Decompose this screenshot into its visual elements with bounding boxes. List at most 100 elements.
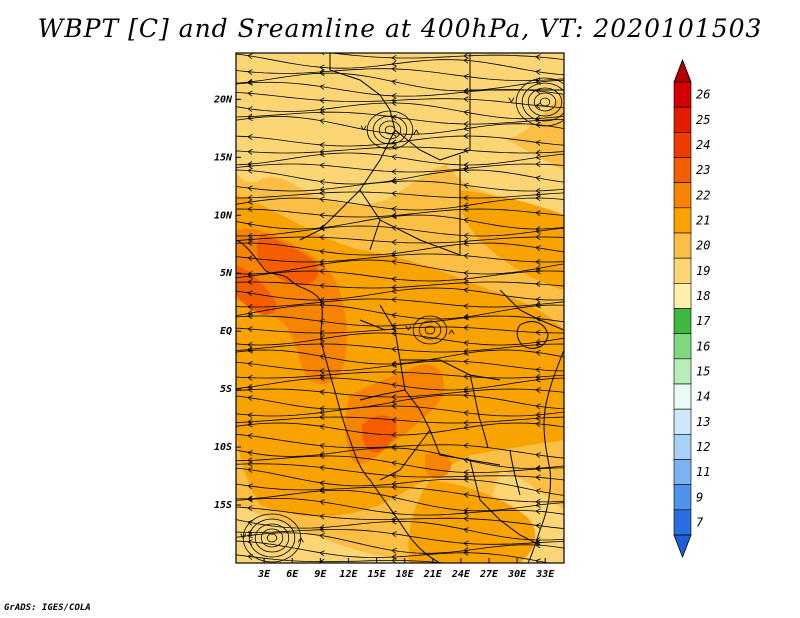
colorbar-level-label: 14: [696, 390, 710, 404]
streamline-arrow: [508, 97, 515, 103]
colorbar-bottom-arrow: [673, 534, 692, 559]
streamline-arrow: [247, 421, 253, 428]
streamline-arrow: [535, 245, 541, 252]
streamline: [236, 287, 564, 301]
colorbar-level-label: 11: [696, 465, 710, 479]
streamline-arrow: [463, 206, 469, 213]
lon-tick-label: 24E: [451, 569, 471, 580]
streamline-arrow: [463, 469, 469, 476]
streamline-arrow: [248, 45, 252, 50]
colorbar-level-label: 23: [696, 163, 710, 177]
streamline-arrow: [463, 232, 469, 239]
streamline-arrow: [247, 53, 253, 60]
streamline-arrow: [463, 424, 469, 431]
streamline-arrow: [463, 549, 469, 556]
streamline: [236, 191, 564, 199]
colorbar-level-label: 15: [696, 364, 710, 378]
streamline-arrow: [391, 79, 397, 85]
streamline-arrow: [319, 186, 325, 193]
streamline-arrow: [247, 457, 253, 464]
streamline-arrow: [535, 191, 541, 198]
colorbar-level-label: 7: [696, 515, 704, 529]
streamline-arrow: [391, 362, 397, 368]
streamline-arrow: [463, 270, 469, 277]
streamline-arrow: [391, 548, 397, 554]
streamline-arrow: [391, 178, 397, 185]
streamline-arrow: [391, 531, 397, 538]
streamline-arrow: [391, 346, 397, 353]
streamline-arrow: [319, 196, 325, 203]
streamline-arrow: [391, 403, 397, 410]
streamline-arrow: [391, 213, 397, 220]
streamline-arrow: [391, 472, 397, 479]
streamline-arrow: [463, 182, 469, 189]
streamline-arrow: [535, 102, 541, 109]
streamline: [236, 455, 564, 473]
streamline-arrow: [391, 284, 397, 291]
streamline: [236, 349, 564, 365]
streamline: [236, 169, 564, 185]
streamline-arrow: [319, 414, 325, 421]
colorbar-level-label: 26: [696, 88, 710, 102]
lon-tick-label: 15E: [368, 569, 387, 580]
colorbar-level-label: 16: [696, 339, 710, 353]
streamline-arrow: [247, 496, 253, 503]
streamline: [236, 554, 448, 563]
colorbar-swatch: [673, 232, 692, 259]
colorbar-swatch: [673, 383, 692, 410]
field-region-light-northeast: [430, 118, 564, 230]
streamline-arrow: [413, 129, 420, 135]
streamline-arrow: [535, 558, 541, 563]
streamline: [236, 433, 564, 459]
streamline-arrow: [247, 374, 253, 381]
streamline: [236, 180, 564, 192]
colorbar-swatch: [673, 283, 692, 309]
streamline-arrow: [247, 395, 253, 401]
streamline: [236, 498, 564, 516]
colorbar-level-label: 24: [696, 138, 710, 152]
colorbar-level-label: 19: [696, 264, 710, 278]
streamline-arrow: [535, 210, 541, 217]
colorbar-top-arrow: [673, 58, 692, 83]
streamline-arrow: [247, 290, 253, 297]
streamline-arrow: [391, 60, 397, 67]
colorbar-swatch: [673, 408, 692, 435]
streamline: [236, 490, 564, 512]
streamline-arrow: [391, 432, 397, 438]
streamline-arrow: [319, 189, 325, 196]
lon-tick-label: 27E: [479, 569, 499, 580]
streamline-arrow: [319, 464, 325, 471]
streamline: [236, 394, 564, 410]
colorbar-swatch: [673, 106, 692, 133]
colorbar-swatch: [673, 132, 692, 158]
map-title: WBPT [C] and Sreamline at 400hPa, VT: 20…: [37, 14, 763, 43]
streamline-arrow: [319, 526, 325, 533]
streamline: [236, 315, 564, 327]
streamline-arrow: [319, 84, 325, 90]
streamline-arrow: [535, 187, 541, 194]
streamline-arrow: [463, 340, 469, 347]
field-region-mid-northeast: [459, 190, 564, 290]
streamline: [236, 529, 564, 545]
streamline-arrow: [391, 296, 397, 303]
streamline-arrow: [319, 487, 325, 494]
grads-credit: GrADS: IGES/COLA: [4, 603, 91, 613]
field-region-mid-southeast: [408, 480, 536, 563]
streamline: [236, 377, 564, 391]
streamline-arrow: [391, 460, 397, 467]
streamline-arrow: [535, 139, 541, 146]
streamline: [236, 259, 564, 275]
streamline-arrow: [391, 553, 397, 560]
streamline-arrow: [535, 154, 541, 160]
streamline-arrow: [535, 175, 541, 182]
streamline-arrow: [535, 302, 541, 309]
streamline-arrow: [247, 148, 253, 155]
streamline-arrow: [463, 527, 469, 533]
field-region-warm-south: [425, 453, 451, 479]
lat-tick-label: 10S: [214, 442, 232, 453]
lat-tick-label: 5S: [220, 384, 232, 395]
streamline-arrow: [535, 258, 541, 265]
streamline: [236, 332, 564, 346]
streamline-arrow: [535, 498, 541, 505]
